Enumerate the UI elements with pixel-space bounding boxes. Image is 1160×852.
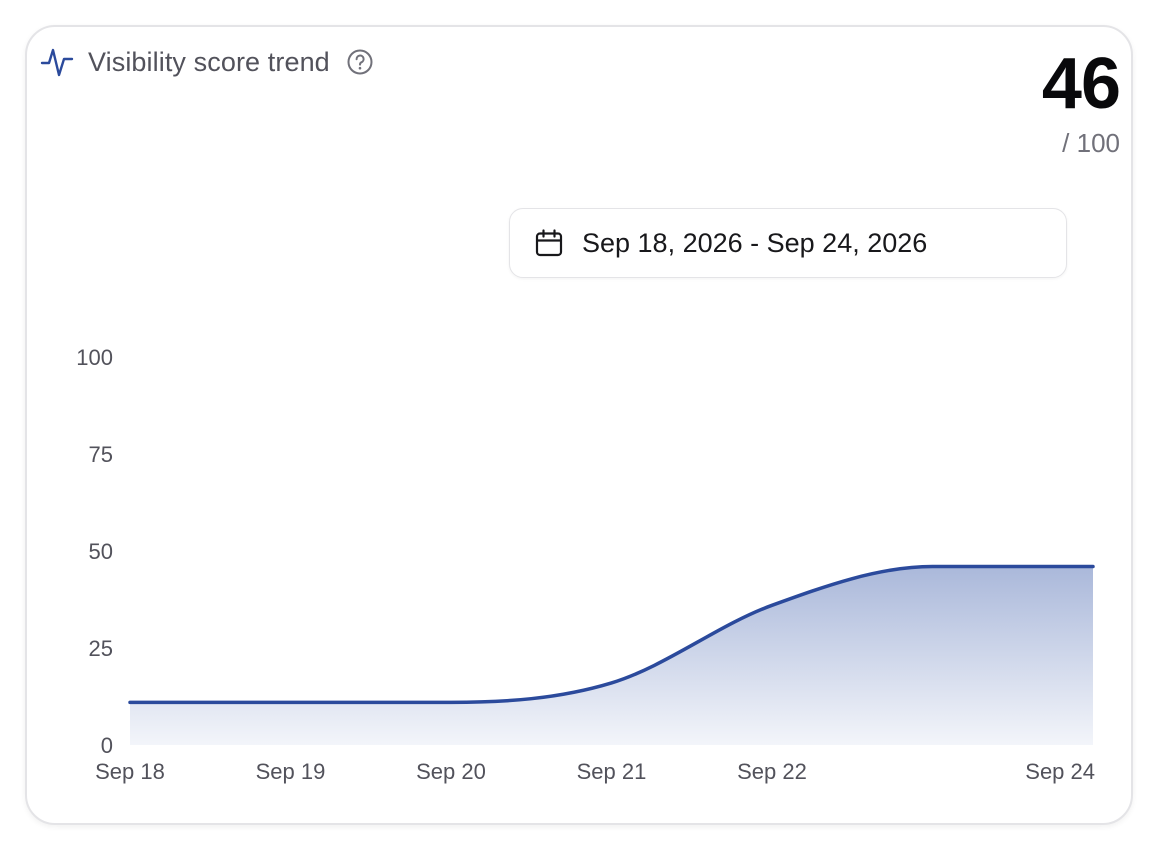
date-range-picker[interactable]: Sep 18, 2026 - Sep 24, 2026 (509, 208, 1067, 278)
x-axis: Sep 18 Sep 19 Sep 20 Sep 21 Sep 22 Sep 24 (95, 759, 1095, 784)
card-header: Visibility score trend (40, 44, 374, 80)
x-tick-label: Sep 18 (95, 759, 165, 784)
score-value: 46 (1041, 44, 1121, 124)
y-tick-label: 50 (89, 539, 113, 564)
score-area (130, 566, 1093, 745)
data-point (608, 679, 616, 687)
y-tick-label: 25 (89, 636, 113, 661)
score-display: 46 / 100 (1041, 44, 1121, 160)
y-tick-label: 75 (89, 442, 113, 467)
calendar-icon (534, 228, 564, 258)
y-tick-label: 0 (101, 733, 113, 758)
score-line (128, 564, 1095, 705)
data-point (1089, 563, 1097, 571)
x-tick-label: Sep 21 (577, 759, 647, 784)
data-point (929, 563, 937, 571)
data-point (126, 698, 134, 706)
x-tick-label: Sep 19 (256, 759, 326, 784)
x-tick-label: Sep 20 (416, 759, 486, 784)
y-axis: 0 25 50 75 100 (76, 345, 113, 758)
x-tick-label: Sep 22 (737, 759, 807, 784)
activity-pulse-icon (40, 45, 74, 79)
score-max-label: / 100 (1062, 128, 1120, 158)
data-point (287, 698, 295, 706)
question-circle-icon[interactable] (346, 48, 374, 76)
data-point (447, 698, 455, 706)
x-tick-label: Sep 24 (1025, 759, 1095, 784)
data-point (768, 601, 776, 609)
date-range-label: Sep 18, 2026 - Sep 24, 2026 (582, 227, 928, 258)
y-tick-label: 100 (76, 345, 113, 370)
card-title: Visibility score trend (88, 46, 330, 77)
